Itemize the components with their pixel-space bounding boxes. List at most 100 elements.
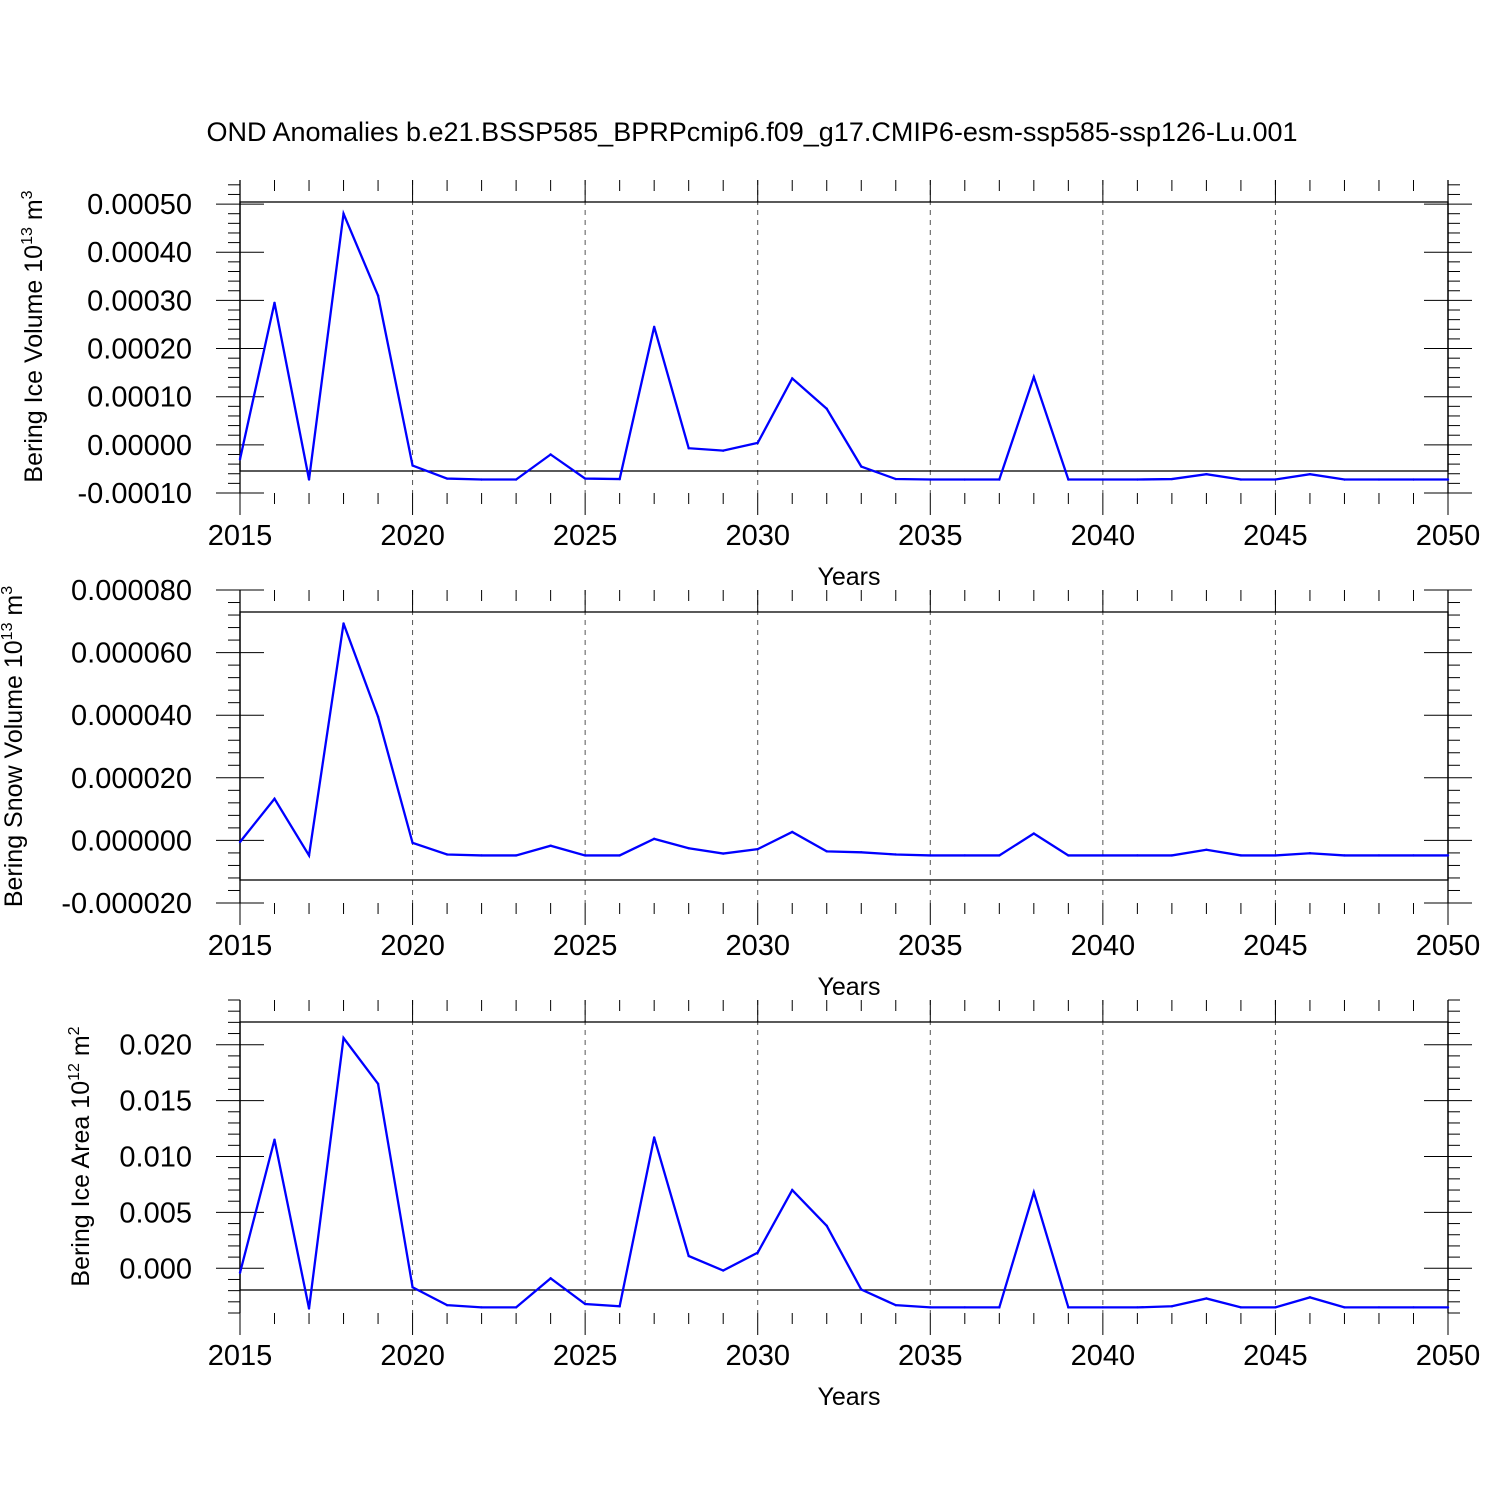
y-axis-title-main: Bering Ice Volume 10 [20, 245, 48, 483]
data-point [652, 837, 656, 841]
y-tick-label: 0.015 [119, 1086, 192, 1118]
y-tick-label: 0.00000 [87, 430, 192, 462]
panel-3: 2015 2020 2025 2030 2035 2040 2045 2050 Years 0.0… [66, 999, 1481, 1411]
data-point [825, 1224, 828, 1228]
data-point [1446, 478, 1450, 481]
data-point [1239, 854, 1243, 857]
x-tick-label: 2050 [1416, 930, 1481, 962]
data-point [411, 841, 414, 845]
x-tick-label: 2045 [1243, 930, 1308, 962]
data-point [1136, 854, 1139, 857]
y-tick-label: -0.000020 [61, 888, 192, 920]
data-point [1343, 854, 1346, 857]
data-point [1343, 1306, 1346, 1309]
data-point [1377, 854, 1381, 857]
x-tick-label: 2050 [1416, 1340, 1481, 1372]
data-point [1377, 478, 1381, 481]
x-tick-label: 2025 [553, 1340, 618, 1372]
x-tick-label: 2035 [898, 930, 963, 962]
y-tick-label: 0.020 [119, 1030, 192, 1062]
x-axis-title: Years [817, 563, 880, 591]
data-point [1274, 478, 1277, 481]
y-axis-title-unit-exp: 3 [19, 190, 36, 199]
x-tick-label: 2030 [725, 930, 790, 962]
data-point [411, 1286, 414, 1289]
series-line [238, 1035, 1448, 1309]
data-point [791, 830, 794, 834]
data-point [1412, 854, 1415, 857]
data-point [1343, 478, 1346, 481]
data-point [1446, 854, 1450, 857]
y-tick-label: 0.005 [119, 1197, 192, 1229]
y-axis-title-unit-exp: 3 [0, 586, 16, 595]
y-axis-title: Bering Snow Volume 1013 m3 [0, 586, 28, 907]
data-point [1308, 1296, 1312, 1299]
data-point [1136, 1306, 1139, 1309]
y-axis-title-main: Bering Ice Area 10 [67, 1081, 95, 1287]
data-point [411, 464, 414, 467]
plot-frame [239, 201, 1449, 472]
data-point [963, 1306, 966, 1309]
data-point [1239, 1306, 1243, 1309]
data-point [756, 1251, 759, 1254]
series-line [238, 209, 1448, 481]
data-point [514, 1306, 518, 1309]
x-tick-label: 2040 [1071, 930, 1136, 962]
data-point [273, 1138, 276, 1141]
plot-frame [239, 611, 1449, 881]
x-tick-label: 2015 [208, 1340, 273, 1372]
x-tick-label: 2030 [725, 520, 790, 552]
y-axis-title-exp: 12 [66, 1063, 83, 1081]
data-point [1170, 477, 1174, 481]
data-point [894, 477, 897, 481]
data-point [722, 852, 725, 855]
data-point [860, 851, 863, 854]
data-point [514, 854, 518, 857]
y-axis-title-unit: m [67, 1035, 95, 1063]
data-point [618, 477, 621, 481]
chart-panels: 2015 2020 2025 2030 2035 2040 2045 2050 Years 0.0… [0, 180, 1480, 1411]
x-tick-label: 2045 [1243, 520, 1308, 552]
data-point [445, 1303, 449, 1307]
data-point [376, 715, 380, 718]
x-tick-label: 2040 [1071, 1340, 1136, 1372]
data-point [652, 325, 656, 329]
x-tick-label: 2035 [898, 1340, 963, 1372]
data-point [480, 478, 483, 481]
data-point [583, 477, 587, 480]
data-point [549, 453, 552, 456]
x-tick-label: 2020 [380, 930, 445, 962]
y-tick-label: 0.000020 [71, 763, 192, 795]
series-line [239, 623, 1448, 859]
data-point [549, 1277, 552, 1280]
data-point [860, 465, 863, 468]
data-point [1274, 1306, 1277, 1309]
data-point [1239, 478, 1243, 481]
data-point [1032, 375, 1036, 379]
y-tick-label: 0.00010 [87, 382, 192, 414]
data-point [825, 407, 828, 410]
data-point [1067, 1306, 1070, 1309]
data-point [1274, 854, 1277, 857]
data-point [687, 847, 690, 850]
chart-title: OND Anomalies b.e21.BSSP585_BPRPcmip6.f0… [206, 117, 1297, 147]
plot-frame [239, 1021, 1449, 1291]
data-point [1032, 1191, 1036, 1194]
data-point [549, 844, 552, 847]
data-point [1308, 852, 1312, 855]
data-point [722, 1269, 725, 1272]
y-axis-title-main: Bering Snow Volume 10 [0, 640, 28, 907]
y-axis-title-unit: m [0, 595, 28, 623]
data-point [825, 850, 828, 853]
panel-1: 2015 2020 2025 2030 2035 2040 2045 2050 Years 0.0… [19, 180, 1480, 591]
data-point [894, 853, 897, 856]
y-tick-label: 0.000080 [71, 575, 192, 607]
x-tick-label: 2045 [1243, 1340, 1308, 1372]
data-point [445, 853, 449, 856]
data-point [1067, 478, 1070, 481]
data-point [1412, 478, 1415, 481]
data-point [445, 477, 449, 480]
data-point [998, 478, 1001, 481]
y-tick-label: 0.00040 [87, 237, 192, 269]
x-tick-label: 2040 [1071, 520, 1136, 552]
